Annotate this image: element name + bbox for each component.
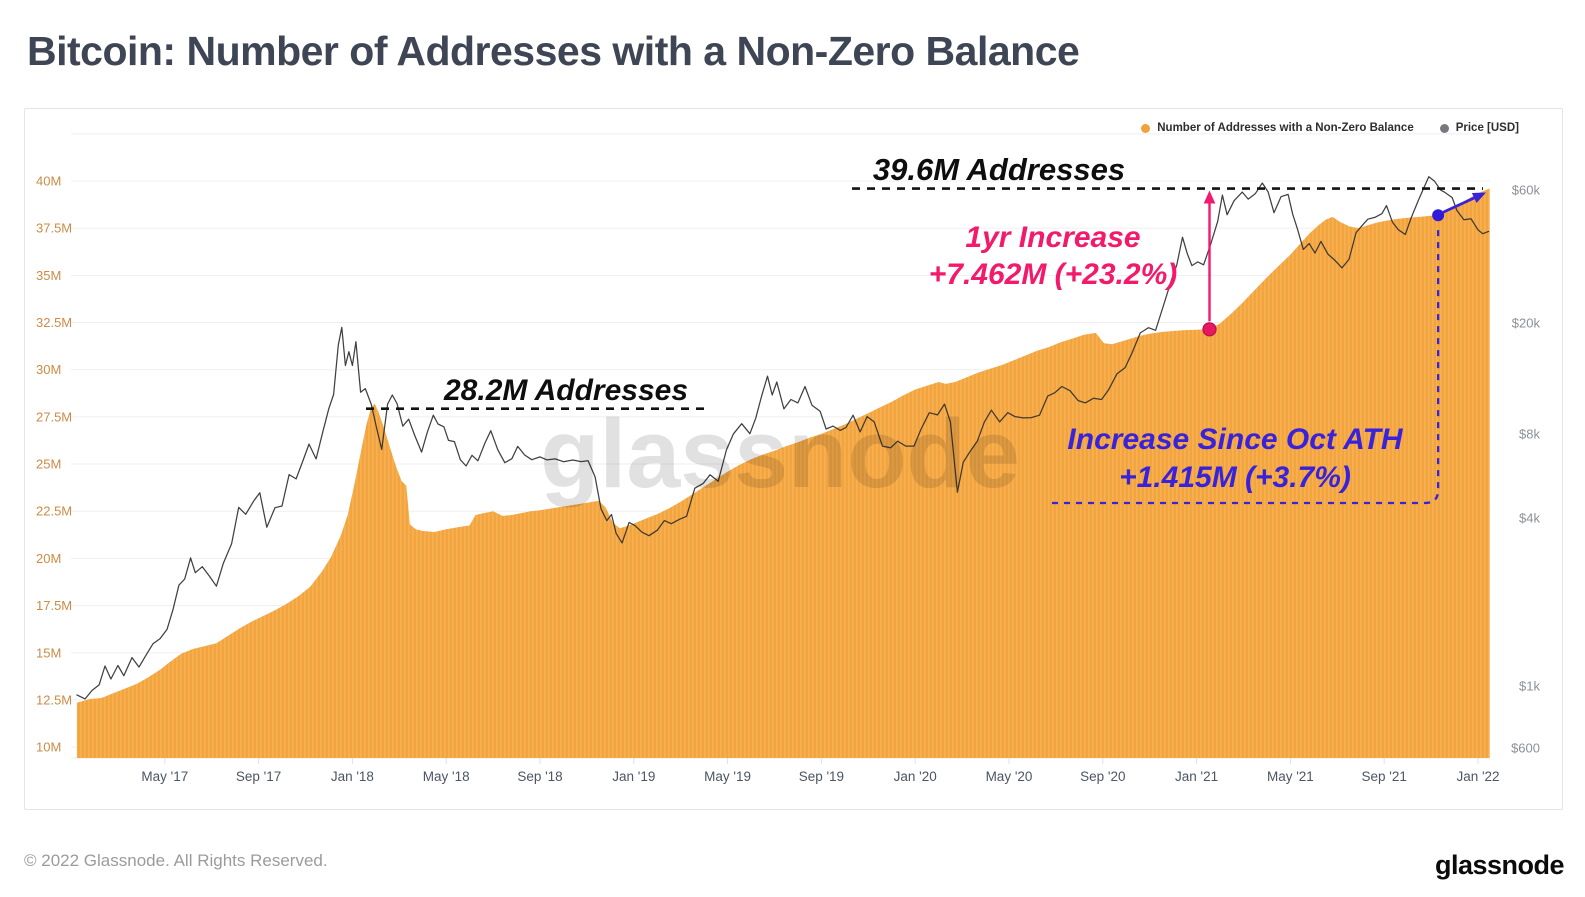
svg-text:Sep '21: Sep '21: [1362, 769, 1407, 784]
svg-text:12.5M: 12.5M: [36, 692, 72, 707]
svg-text:$1k: $1k: [1519, 679, 1540, 694]
svg-text:20M: 20M: [36, 551, 61, 566]
svg-text:May '18: May '18: [423, 769, 470, 784]
svg-text:37.5M: 37.5M: [36, 221, 72, 236]
annotation-1yr-increase: 1yr Increase +7.462M (+23.2%): [929, 219, 1177, 293]
annotation-oct-ath: Increase Since Oct ATH +1.415M (+3.7%): [1067, 421, 1402, 497]
svg-text:$4k: $4k: [1519, 511, 1540, 526]
svg-text:Sep '19: Sep '19: [799, 769, 844, 784]
svg-text:Jan '19: Jan '19: [612, 769, 655, 784]
svg-text:Jan '20: Jan '20: [894, 769, 937, 784]
annotation-oct-ath-line1: Increase Since Oct ATH: [1067, 423, 1403, 456]
svg-text:32.5M: 32.5M: [36, 315, 72, 330]
svg-text:15M: 15M: [36, 645, 61, 660]
svg-text:25M: 25M: [36, 457, 61, 472]
svg-text:Sep '20: Sep '20: [1080, 769, 1125, 784]
page-title: Bitcoin: Number of Addresses with a Non-…: [27, 28, 1080, 74]
svg-text:May '17: May '17: [141, 769, 188, 784]
glassnode-logo: glassnode: [1434, 850, 1565, 880]
svg-text:Jan '21: Jan '21: [1175, 769, 1218, 784]
annotation-28-2m: 28.2M Addresses: [443, 374, 689, 407]
glassnode-watermark: glassnode: [540, 399, 1020, 508]
legend-item-price[interactable]: Price [USD]: [1439, 122, 1519, 134]
svg-text:May '20: May '20: [986, 769, 1033, 784]
legend-label-addresses: Number of Addresses with a Non-Zero Bala…: [1157, 122, 1414, 134]
copyright-text: © 2022 Glassnode. All Rights Reserved.: [24, 851, 328, 870]
svg-text:May '19: May '19: [704, 769, 751, 784]
annotation-39-6m: 39.6M Addresses: [872, 152, 1126, 187]
annotation-oct-ath-line2: +1.415M (+3.7%): [1119, 461, 1351, 494]
svg-text:35M: 35M: [36, 268, 61, 283]
svg-text:27.5M: 27.5M: [36, 409, 72, 424]
price-legend-dot-icon: [1439, 123, 1449, 133]
svg-text:$8k: $8k: [1519, 427, 1540, 442]
svg-text:$60k: $60k: [1512, 183, 1541, 198]
annotation-1yr-increase-line1: 1yr Increase: [965, 221, 1141, 254]
svg-text:30M: 30M: [36, 362, 61, 377]
svg-text:10M: 10M: [36, 740, 61, 755]
svg-text:$20k: $20k: [1512, 316, 1541, 331]
svg-text:$600: $600: [1511, 741, 1540, 756]
svg-text:17.5M: 17.5M: [36, 598, 72, 613]
svg-text:May '21: May '21: [1267, 769, 1314, 784]
svg-text:Sep '18: Sep '18: [517, 769, 562, 784]
legend-item-addresses[interactable]: Number of Addresses with a Non-Zero Bala…: [1141, 122, 1414, 134]
svg-text:Sep '17: Sep '17: [236, 769, 281, 784]
addresses-legend-dot-icon: [1141, 123, 1151, 133]
svg-text:Jan '22: Jan '22: [1456, 769, 1499, 784]
svg-text:Jan '18: Jan '18: [331, 769, 374, 784]
svg-text:40M: 40M: [36, 174, 61, 189]
chart-legend: Number of Addresses with a Non-Zero Bala…: [1141, 122, 1519, 134]
legend-label-price: Price [USD]: [1455, 122, 1519, 134]
svg-text:22.5M: 22.5M: [36, 504, 72, 519]
annotation-1yr-increase-line2: +7.462M (+23.2%): [928, 258, 1178, 291]
